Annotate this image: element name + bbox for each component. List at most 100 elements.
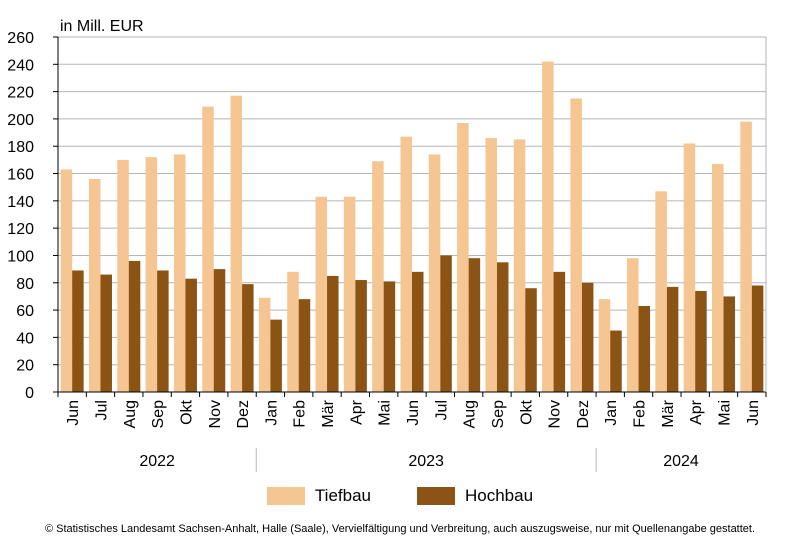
y-tick-labels: 0 20 40 60 80 100 120 140 160 180 200 220 240 260 (7, 30, 34, 402)
bar-tiefbau (202, 106, 214, 392)
bar-hochbau (412, 271, 424, 392)
legend-label-hochbau: Hochbau (465, 486, 534, 505)
x-tick-label: Aug (462, 400, 479, 428)
x-tick-label: Apr (688, 399, 705, 425)
legend: Tiefbau Hochbau (0, 486, 800, 506)
x-tick-label: Okt (518, 399, 535, 424)
y-tick-label: 120 (7, 221, 34, 238)
bar-hochbau (638, 305, 651, 392)
legend-label-tiefbau: Tiefbau (314, 486, 371, 505)
bar-tiefbau (400, 136, 412, 392)
bar-hochbau (128, 260, 141, 392)
bar-tiefbau (88, 179, 101, 392)
bar-hochbau (355, 280, 367, 392)
bar-tiefbau (173, 154, 186, 392)
bar-hochbau (751, 285, 764, 392)
y-tick-label: 260 (7, 30, 34, 47)
bar-hochbau (157, 270, 169, 392)
y-axis-unit-label: in Mill. EUR (60, 18, 144, 35)
bar-tiefbau (315, 196, 328, 392)
bar-hochbau (496, 262, 509, 392)
y-tick-label: 20 (16, 358, 34, 375)
x-tick-label: Feb (292, 400, 309, 428)
y-tick-label: 220 (7, 85, 34, 102)
bar-hochbau (327, 275, 339, 392)
bar-hochbau (468, 258, 481, 392)
y-tick-label: 60 (16, 303, 34, 320)
year-label: 2024 (663, 453, 699, 470)
x-tick-label: Jun (405, 400, 422, 426)
y-tick-label: 40 (16, 330, 34, 347)
x-tick-label: Feb (632, 400, 649, 428)
y-tick-label: 180 (7, 139, 34, 156)
x-tick-label: Jul (433, 400, 450, 420)
y-tick-label: 100 (7, 248, 34, 265)
bar-tiefbau (683, 143, 696, 392)
axes (57, 37, 767, 397)
x-tick-label: Jan (263, 400, 280, 426)
y-tick-label: 140 (7, 194, 34, 211)
x-tick-label: Mai (377, 400, 394, 426)
y-tick-label: 240 (7, 57, 34, 74)
x-tick-label: Jun (65, 400, 82, 426)
legend-swatch-tiefbau (266, 487, 305, 505)
y-tick-label: 80 (16, 276, 34, 293)
y-tick-label: 200 (7, 112, 34, 129)
bar-hochbau (100, 274, 112, 392)
x-tick-label: Jan (603, 400, 620, 426)
bar-tiefbau (570, 98, 582, 392)
bar-tiefbau (712, 163, 724, 392)
bars (60, 61, 764, 393)
x-tick-label: Mär (660, 399, 677, 427)
bar-tiefbau (542, 61, 554, 392)
bar-tiefbau (343, 196, 356, 392)
x-tick-label: Nov (207, 400, 224, 428)
bar-hochbau (213, 269, 226, 392)
bar-tiefbau (60, 169, 73, 392)
bar-hochbau (72, 270, 84, 392)
x-tick-label: Jul (93, 400, 110, 420)
y-tick-label: 0 (25, 385, 34, 402)
x-tick-label: Nov (547, 400, 564, 428)
bar-hochbau (695, 290, 707, 392)
bar-hochbau (525, 288, 537, 392)
x-tick-label: Aug (122, 400, 139, 428)
year-label: 2023 (408, 453, 444, 470)
bar-tiefbau (598, 299, 611, 392)
x-tick-label: Dez (235, 400, 252, 428)
bar-tiefbau (258, 297, 271, 392)
bar-hochbau (581, 282, 594, 392)
bar-hochbau (383, 281, 396, 392)
year-label: 2022 (139, 453, 175, 470)
bar-tiefbau (627, 258, 639, 392)
y-tick-label: 160 (7, 167, 34, 184)
bar-tiefbau (117, 159, 129, 392)
bar-tiefbau (485, 138, 497, 392)
bar-hochbau (242, 284, 254, 392)
copyright-footer: © Statistisches Landesamt Sachsen-Anhalt… (44, 523, 756, 535)
x-tick-label: Apr (348, 399, 365, 425)
bar-tiefbau (740, 121, 752, 393)
x-tick-label: Sep (490, 400, 507, 429)
x-tick-label: Okt (178, 399, 195, 424)
bar-hochbau (666, 286, 679, 392)
x-tick-label: Sep (150, 400, 167, 429)
legend-swatch-hochbau (417, 487, 455, 505)
bar-tiefbau (145, 157, 158, 392)
legend-item-hochbau: Hochbau (417, 486, 533, 506)
bar-hochbau (440, 255, 452, 392)
bar-tiefbau (655, 191, 667, 392)
x-tick-label: Dez (575, 400, 592, 428)
bar-tiefbau (372, 161, 384, 392)
bar-hochbau (298, 299, 311, 392)
bar-tiefbau (428, 154, 441, 392)
bar-hochbau (270, 319, 282, 392)
bar-tiefbau (287, 271, 299, 392)
year-labels: 2022 2023 2024 (139, 448, 699, 472)
x-tick-label: Jun (745, 400, 762, 426)
bar-hochbau (185, 278, 197, 392)
bar-tiefbau (513, 139, 526, 392)
bar-tiefbau (230, 95, 243, 392)
bar-hochbau (723, 296, 736, 392)
